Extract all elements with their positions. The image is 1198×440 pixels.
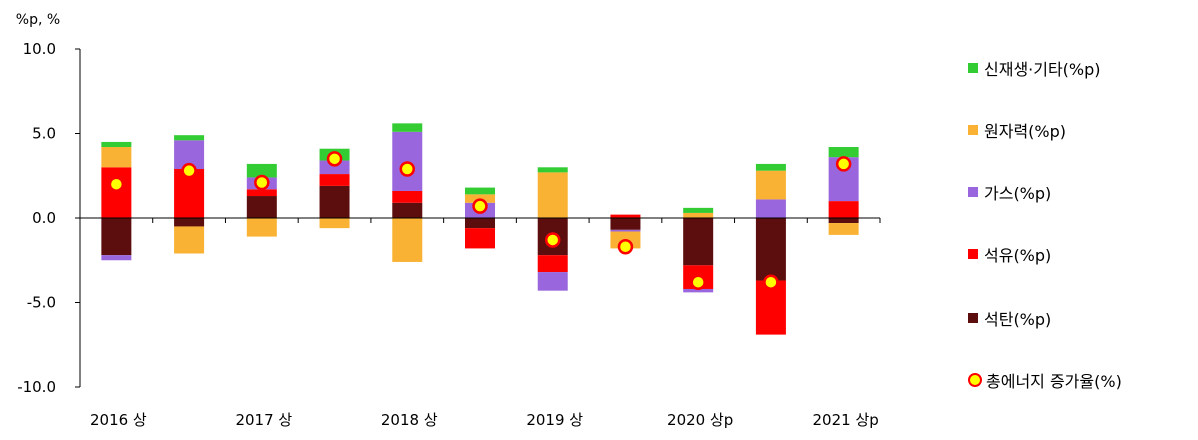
- legend-swatch-coal: [968, 313, 978, 323]
- bar-segment-2-0: [101, 255, 132, 261]
- bar-segment-4-0: [101, 141, 132, 148]
- x-category-label: 2018 상: [381, 411, 438, 429]
- bar-segment-3-2: [246, 218, 277, 237]
- legend-item-coal: 석탄(%p): [968, 306, 1051, 330]
- legend-label-oil: 석유(%p): [984, 246, 1052, 265]
- bars-group: [101, 123, 859, 335]
- y-tick-label: 0.0: [32, 209, 56, 227]
- total-marker-3: [326, 151, 343, 167]
- y-unit-label: %p, %: [16, 12, 60, 28]
- bar-segment-0-1: [174, 218, 205, 227]
- x-category-label: 2019 상: [526, 411, 583, 429]
- legend-swatch-renewable: [968, 63, 978, 73]
- bar-segment-0-0: [101, 218, 132, 256]
- bar-segment-2-6: [537, 272, 568, 291]
- bar-segment-3-0: [101, 147, 132, 168]
- bar-segment-3-4: [392, 218, 423, 262]
- legend-label-coal: 석탄(%p): [984, 310, 1052, 329]
- bar-segment-0-9: [755, 218, 786, 281]
- bar-segment-4-8: [683, 207, 714, 213]
- bar-segment-4-1: [174, 135, 205, 141]
- bar-segment-0-10: [828, 218, 859, 224]
- bar-segment-0-2: [246, 196, 277, 218]
- x-category-label: 2017 상: [235, 411, 292, 429]
- total-marker-10: [835, 156, 852, 172]
- total-marker-5: [472, 198, 488, 214]
- bar-segment-3-9: [755, 170, 786, 200]
- bar-segment-1-3: [319, 174, 350, 186]
- legend-item-nuclear: 원자력(%p): [968, 118, 1066, 142]
- bar-segment-1-5: [465, 228, 495, 249]
- total-marker-0: [108, 176, 125, 192]
- legend-swatch-nuclear: [968, 125, 978, 135]
- legend-swatch-gas: [968, 187, 978, 197]
- bar-segment-2-3: [319, 160, 350, 175]
- bar-segment-1-6: [537, 255, 568, 273]
- legend-marker-total: [968, 373, 982, 387]
- legend-swatch-oil: [968, 249, 978, 259]
- total-marker-8: [690, 274, 706, 290]
- bar-segment-0-8: [683, 218, 714, 266]
- bar-segment-4-5: [465, 187, 495, 195]
- x-category-label: 2021 상p: [813, 411, 879, 429]
- legend-item-renewable: 신재생·기타(%p): [968, 56, 1101, 80]
- bar-segment-0-5: [465, 218, 495, 229]
- bar-segment-1-7: [610, 214, 641, 218]
- bar-segment-1-0: [101, 167, 132, 218]
- legend-label-nuclear: 원자력(%p): [984, 122, 1067, 141]
- total-marker-2: [254, 174, 270, 191]
- total-marker-9: [763, 274, 779, 290]
- bar-segment-2-8: [683, 288, 714, 293]
- total-marker-1: [181, 162, 197, 179]
- bar-segment-4-2: [246, 163, 277, 178]
- markers-group: [108, 151, 852, 290]
- bar-segment-1-4: [392, 190, 423, 203]
- bar-segment-1-10: [828, 201, 859, 218]
- bar-segment-0-4: [392, 202, 423, 218]
- y-tick-label: -10.0: [17, 378, 56, 396]
- bar-segment-0-3: [319, 185, 350, 218]
- total-marker-6: [544, 232, 561, 248]
- total-marker-7: [617, 238, 634, 255]
- bar-segment-1-2: [246, 189, 277, 197]
- legend-item-oil: 석유(%p): [968, 242, 1051, 266]
- bar-segment-4-6: [537, 167, 568, 173]
- x-category-label: 2020 상p: [667, 411, 733, 429]
- legend-item-gas: 가스(%p): [968, 180, 1051, 204]
- bar-segment-4-4: [392, 123, 423, 132]
- total-marker-4: [399, 161, 416, 177]
- bar-segment-3-1: [174, 226, 205, 254]
- legend-label-total: 총에너지 증가율(%): [986, 372, 1122, 391]
- bar-segment-3-6: [537, 172, 568, 218]
- x-category-label: 2016 상: [90, 411, 147, 429]
- bar-segment-2-9: [755, 199, 786, 218]
- bar-segment-4-9: [755, 163, 786, 171]
- bar-segment-2-7: [610, 229, 641, 232]
- bar-segment-3-10: [828, 223, 859, 235]
- bar-segment-0-7: [610, 218, 641, 230]
- bar-segment-3-3: [319, 218, 350, 229]
- y-tick-label: 5.0: [32, 125, 56, 143]
- bar-segment-3-8: [683, 212, 714, 218]
- labels-group: 10.0 5.0 0.0 -5.0 -10.0 %p, % 2016 상 2017 상 2018…: [16, 12, 879, 429]
- legend-label-gas: 가스(%p): [984, 184, 1052, 203]
- y-tick-label: -5.0: [27, 294, 56, 312]
- bar-segment-4-10: [828, 147, 859, 158]
- legend-item-total: 총에너지 증가율(%): [968, 368, 1122, 392]
- y-tick-label: 10.0: [23, 40, 56, 58]
- axes-group: [75, 48, 881, 388]
- legend-label-renewable: 신재생·기타(%p): [984, 60, 1101, 79]
